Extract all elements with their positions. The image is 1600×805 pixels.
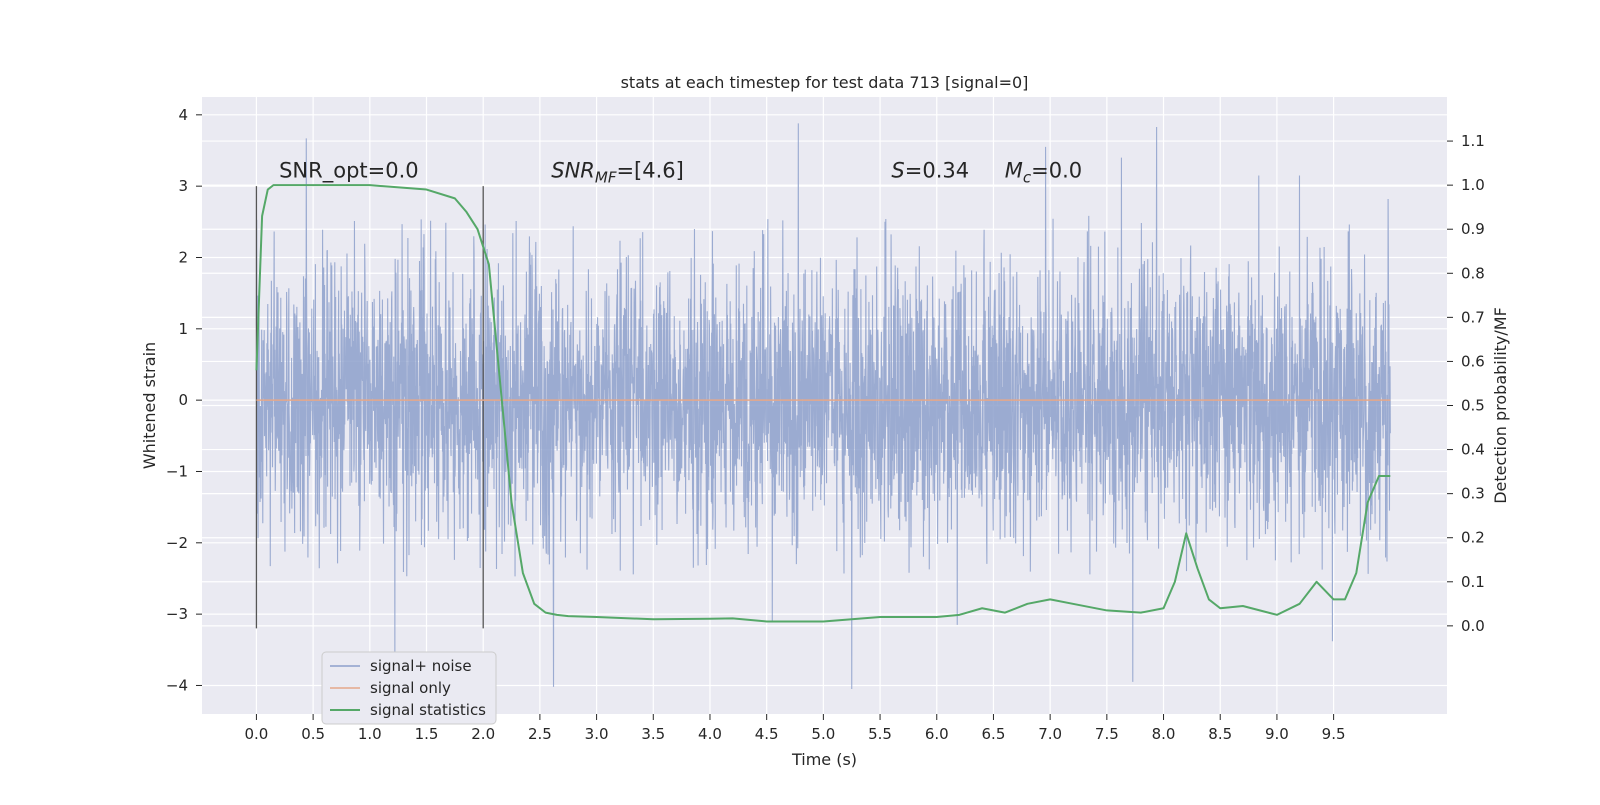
- y-tick-label-right: 0.8: [1461, 264, 1485, 282]
- y-tick-label-right: 0.9: [1461, 220, 1485, 238]
- legend-label-signal-only: signal only: [370, 679, 451, 697]
- x-tick-label: 3.0: [585, 725, 609, 743]
- y-tick-label-left: 3: [178, 177, 188, 195]
- annotation-0: SNR_opt=0.0: [279, 159, 419, 184]
- x-tick-label: 7.0: [1038, 725, 1062, 743]
- x-tick-label: 3.5: [641, 725, 665, 743]
- y-tick-label-right: 1.1: [1461, 132, 1485, 150]
- y-tick-label-left: 0: [178, 391, 188, 409]
- x-tick-label: 9.5: [1322, 725, 1346, 743]
- x-tick-label: 2.0: [471, 725, 495, 743]
- x-tick-label: 0.0: [244, 725, 268, 743]
- series-signal-noise: [255, 123, 1391, 690]
- y-tick-label-right: 0.0: [1461, 617, 1485, 635]
- x-tick-label: 8.5: [1208, 725, 1232, 743]
- legend-box: [321, 651, 497, 725]
- y-tick-label-right: 0.4: [1461, 441, 1485, 459]
- y-axis-label-right: Detection probability/MF: [1491, 307, 1510, 504]
- y-tick-label-right: 0.3: [1461, 485, 1485, 503]
- x-tick-label: 0.5: [301, 725, 325, 743]
- x-tick-label: 9.0: [1265, 725, 1289, 743]
- y-tick-label-left: 1: [178, 320, 188, 338]
- x-tick-label: 4.0: [698, 725, 722, 743]
- x-tick-label: 2.5: [528, 725, 552, 743]
- legend: signal+ noise signal only signal statist…: [321, 651, 497, 725]
- y-tick-label-right: 0.1: [1461, 573, 1485, 591]
- y-tick-label-left: −1: [166, 462, 188, 480]
- y-tick-label-left: −4: [166, 676, 188, 694]
- x-tick-label: 5.5: [868, 725, 892, 743]
- y-tick-label-right: 0.7: [1461, 308, 1485, 326]
- annotations: SNR_opt=0.0 SNRMF=[4.6] S=0.34 Mc=0.0: [279, 159, 1082, 187]
- y-tick-label-right: 0.5: [1461, 397, 1485, 415]
- y-tick-label-left: 4: [178, 106, 188, 124]
- ticks: 0.0 0.5 1.0 1.5 2.0 2.5 3.0 3.5 4.0 4.5 5.0 5.5 6.0 6…: [166, 106, 1485, 743]
- chart-title: stats at each timestep for test data 713…: [621, 73, 1029, 92]
- y-tick-label-right: 1.0: [1461, 176, 1485, 194]
- y-axis-label-left: Whitened strain: [140, 342, 159, 469]
- legend-label-signal-statistics: signal statistics: [370, 701, 486, 719]
- x-tick-label: 8.0: [1152, 725, 1176, 743]
- x-tick-label: 1.5: [415, 725, 439, 743]
- legend-label-signal-noise: signal+ noise: [370, 657, 472, 675]
- y-tick-label-right: 0.6: [1461, 352, 1485, 370]
- x-axis-label: Time (s): [791, 750, 857, 769]
- y-tick-label-left: −2: [166, 534, 188, 552]
- x-tick-label: 1.0: [358, 725, 382, 743]
- y-tick-label-left: 2: [178, 248, 188, 266]
- data-layer: [255, 123, 1391, 690]
- x-tick-label: 6.5: [982, 725, 1006, 743]
- y-tick-label-right: 0.2: [1461, 529, 1485, 547]
- series-signal-statistics: [255, 184, 1391, 623]
- x-tick-label: 5.0: [811, 725, 835, 743]
- annotation-2: S=0.34: [891, 159, 969, 183]
- y-tick-label-left: −3: [166, 605, 188, 623]
- x-tick-label: 7.5: [1095, 725, 1119, 743]
- annotation-3: Mc=0.0: [1005, 159, 1082, 187]
- x-tick-label: 6.0: [925, 725, 949, 743]
- x-tick-label: 4.5: [755, 725, 779, 743]
- annotation-1: SNRMF=[4.6]: [551, 159, 684, 187]
